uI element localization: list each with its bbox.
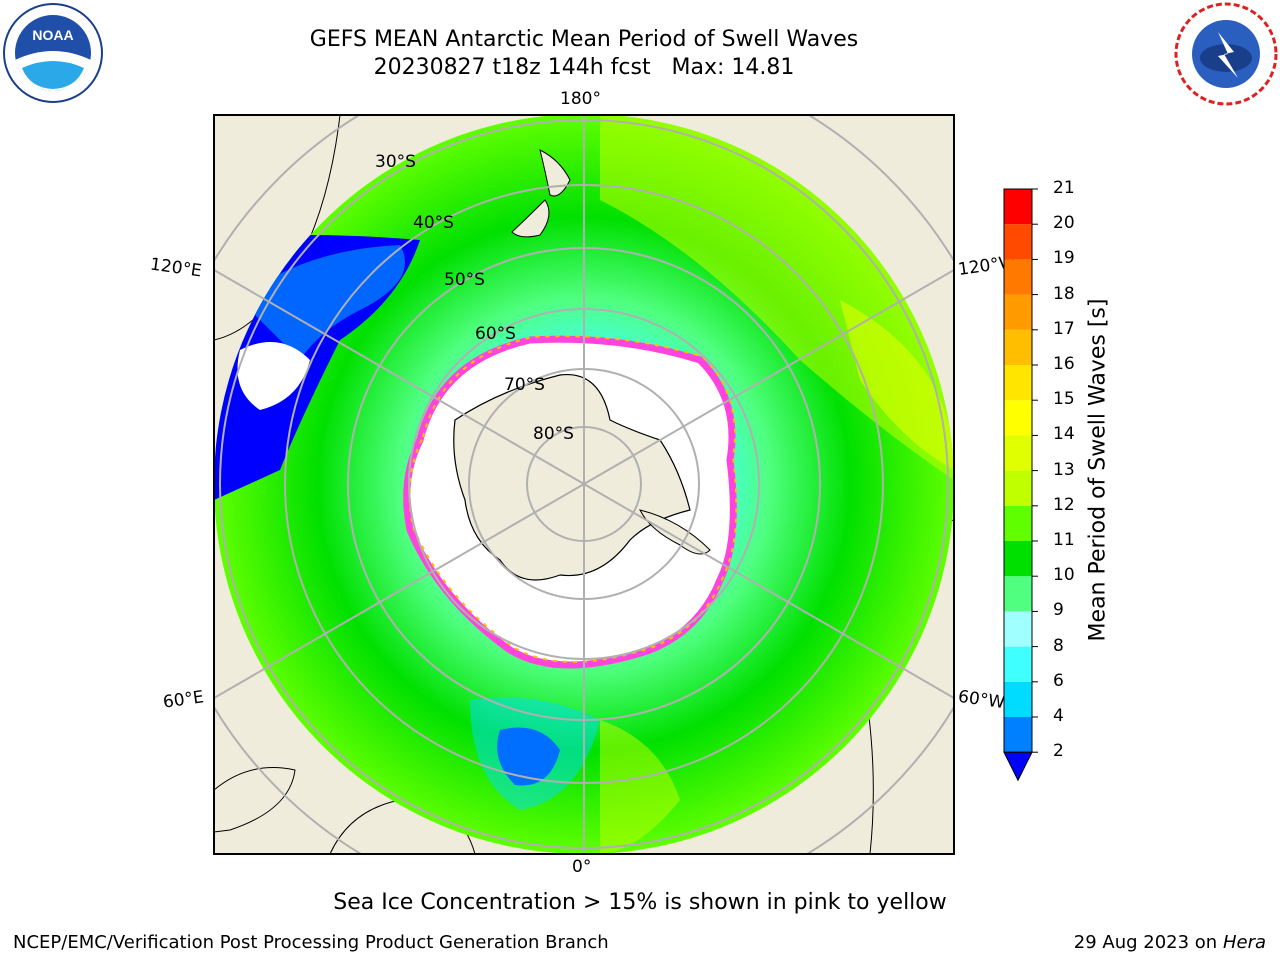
lat-label-60s: 60°S: [475, 324, 516, 344]
colorbar-segment: [1004, 541, 1032, 577]
date-stamp: 29 Aug 2023 on Hera: [1074, 932, 1266, 953]
colorbar-tick-label: 21: [1053, 178, 1075, 198]
new-zealand-south: [511, 199, 550, 238]
map-frame: [213, 114, 955, 855]
date-text: 29 Aug 2023 on: [1073, 932, 1218, 953]
colorbar-segment: [1004, 646, 1032, 682]
colorbar-segment: [1004, 365, 1032, 401]
colorbar-segment: [1004, 505, 1032, 541]
machine-name: Hera: [1222, 932, 1266, 953]
chart-title: GEFS MEAN Antarctic Mean Period of Swell…: [309, 27, 859, 52]
sea-ice-footnote: Sea Ice Concentration > 15% is shown in …: [333, 890, 947, 915]
chart-subtitle: 20230827 t18z 144h fcst Max: 14.81: [373, 55, 795, 80]
colorbar-segment: [1004, 435, 1032, 471]
colorbar-tick-label: 8: [1053, 635, 1064, 656]
colorbar-segment: [1004, 224, 1032, 260]
colorbar-tick-label: 10: [1053, 565, 1075, 586]
colorbar-tick-label: 19: [1053, 248, 1075, 269]
colorbar-tick-label: 13: [1053, 459, 1075, 480]
noaa-logo-text: NOAA: [32, 27, 73, 43]
colorbar-segment: [1004, 400, 1032, 436]
colorbar-segment: [1004, 294, 1032, 330]
colorbar-tick-label: 17: [1053, 318, 1075, 339]
colorbar-label: Mean Period of Swell Waves [s]: [1085, 298, 1111, 642]
colorbar-segment: [1004, 189, 1032, 225]
colorbar-tick-label: 12: [1053, 494, 1075, 515]
colorbar-segment: [1004, 470, 1032, 506]
colorbar-tick-label: 2: [1053, 741, 1064, 762]
branch-credit: NCEP/EMC/Verification Post Processing Pr…: [13, 932, 609, 953]
lon-label-180: 180°: [560, 89, 601, 109]
colorbar-tick-label: 16: [1053, 354, 1075, 374]
antarctic-peninsula: [639, 509, 711, 555]
colorbar-segment: [1004, 329, 1032, 365]
lat-label-40s: 40°S: [413, 213, 454, 233]
lon-label-0: 0°: [572, 857, 592, 877]
colorbar-segment: [1004, 576, 1032, 612]
colorbar-tick-label: 18: [1053, 283, 1075, 304]
longitude-lines: [214, 115, 954, 854]
lat-label-70s: 70°S: [504, 375, 545, 395]
colorbar-tick-label: 4: [1053, 706, 1064, 726]
lat-label-30s: 30°S: [375, 152, 416, 172]
colorbar-tick-label: 11: [1053, 530, 1075, 550]
map-frame-content: [214, 115, 954, 854]
colorbar-tick-label: 15: [1053, 389, 1075, 410]
colorbar-tick-label: 9: [1053, 600, 1064, 621]
colorbar-tick-label: 14: [1053, 424, 1075, 445]
colorbar-segment: [1004, 681, 1032, 717]
madagascar-land: [214, 767, 296, 833]
colorbar: [1003, 188, 1038, 782]
lat-label-80s: 80°S: [533, 424, 574, 444]
colorbar-tick-label: 20: [1053, 213, 1075, 234]
colorbar-under-triangle: [1003, 751, 1033, 782]
colorbar-segment: [1004, 717, 1032, 753]
lat-label-50s: 50°S: [444, 270, 485, 290]
noaa-logo: NOAA: [3, 3, 103, 103]
nws-logo: [1174, 2, 1278, 106]
colorbar-tick-label: 6: [1053, 670, 1064, 691]
colorbar-segment: [1004, 259, 1032, 295]
colorbar-segment: [1004, 611, 1032, 647]
new-zealand-north: [539, 149, 571, 197]
